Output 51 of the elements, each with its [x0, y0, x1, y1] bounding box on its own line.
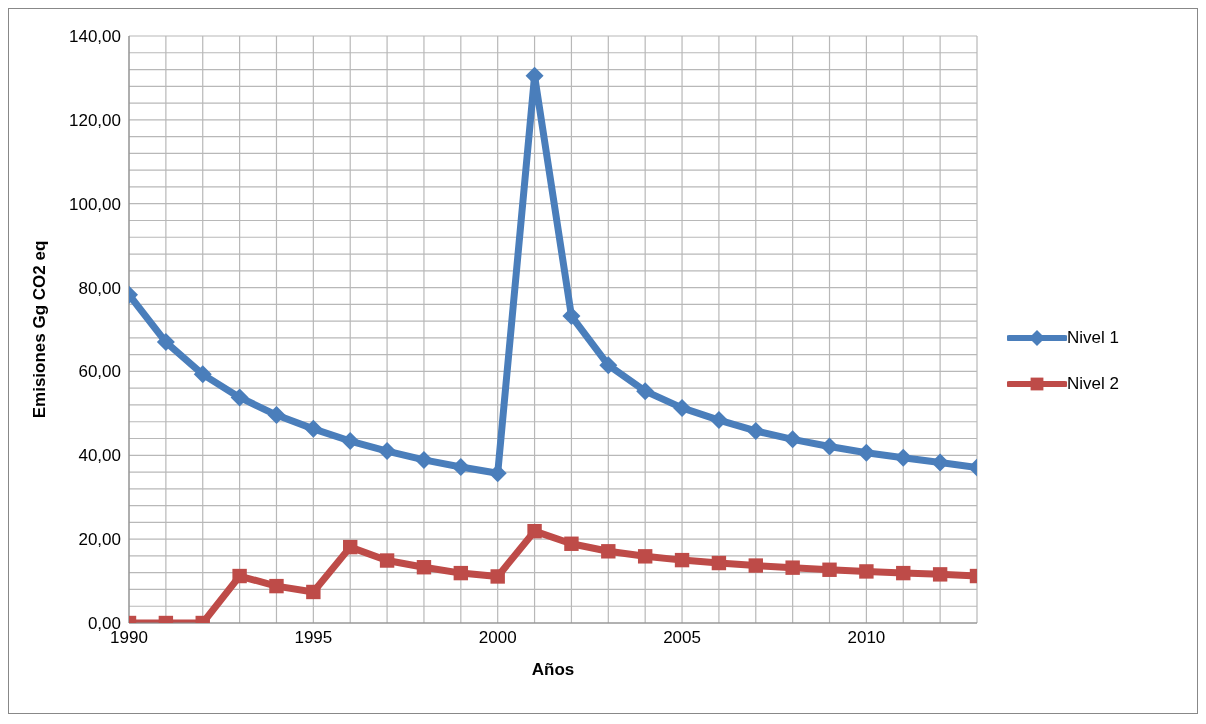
point: [783, 430, 802, 449]
x-axis-title: Años: [531, 660, 575, 679]
point: [414, 450, 433, 469]
point: [711, 555, 727, 571]
point: [859, 564, 874, 579]
point: [416, 560, 432, 575]
point: [564, 536, 579, 551]
point: [636, 382, 655, 401]
x-tick-label: 2010: [847, 628, 886, 648]
point: [674, 552, 690, 568]
point: [341, 432, 360, 451]
point: [490, 569, 505, 584]
y-tick-label: 100,00: [69, 194, 121, 214]
point: [822, 562, 837, 577]
y-tick-label: 120,00: [69, 110, 121, 130]
point: [896, 565, 911, 581]
point: [269, 578, 284, 594]
point: [601, 544, 616, 559]
point: [379, 553, 395, 568]
legend-label: Nivel 2: [1067, 374, 1119, 394]
point: [306, 584, 321, 600]
point: [453, 565, 469, 581]
y-tick-label: 80,00: [78, 278, 121, 298]
y-tick-label: 40,00: [78, 446, 121, 466]
point: [785, 560, 800, 575]
x-tick-label: 2000: [478, 628, 517, 648]
point: [230, 388, 249, 407]
y-tick-label: 60,00: [78, 362, 121, 382]
point: [562, 307, 581, 326]
point: [599, 356, 618, 375]
point: [193, 365, 212, 384]
point: [746, 421, 765, 440]
x-tick-label: 2005: [663, 628, 701, 648]
point: [709, 411, 728, 430]
point: [343, 539, 358, 555]
point: [748, 558, 763, 573]
point: [232, 568, 247, 584]
point: [932, 567, 948, 582]
point: [637, 549, 653, 564]
y-tick-label: 20,00: [78, 530, 121, 550]
point: [304, 419, 323, 438]
point: [673, 398, 692, 417]
point: [820, 437, 839, 456]
x-tick-label: 1995: [294, 628, 333, 648]
y-axis-title: Emisiones Gg CO2 eq: [30, 240, 50, 419]
point: [527, 523, 542, 539]
point: [378, 442, 397, 461]
point: [267, 406, 286, 425]
point: [156, 333, 175, 352]
y-tick-label: 140,00: [69, 27, 121, 47]
legend-label: Nivel 1: [1067, 328, 1119, 348]
